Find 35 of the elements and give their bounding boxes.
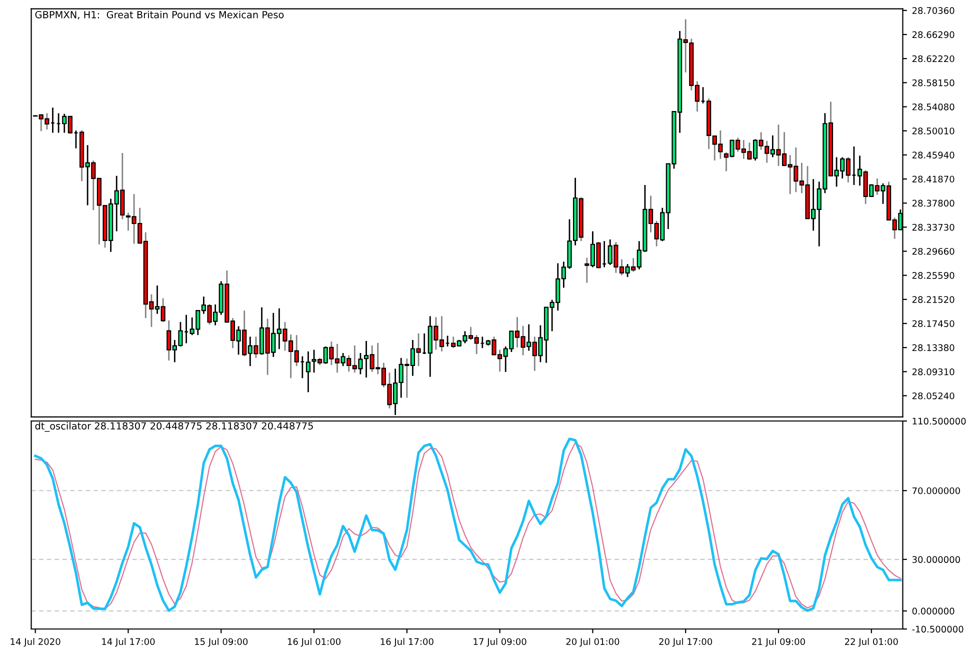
x-tick-label: 20 Jul 01:00 <box>566 638 620 647</box>
y-tick-label: 28.29660 <box>912 248 954 255</box>
y-tick-label: 28.58150 <box>912 79 954 86</box>
chart-title: GBPMXN, H1: Great Britain Pound vs Mexican Peso <box>35 10 284 20</box>
x-tick-label: 21 Jul 09:00 <box>752 638 805 647</box>
y-tick-label: 28.17450 <box>912 320 954 328</box>
y-tick-label: 28.37800 <box>912 200 954 207</box>
x-tick-label: 15 Jul 09:00 <box>195 638 248 647</box>
x-tick-label: 14 Jul 17:00 <box>102 638 155 647</box>
y-tick-label: 28.09310 <box>912 368 954 376</box>
x-tick-label: 20 Jul 17:00 <box>659 638 712 647</box>
y-tick-label: 28.41870 <box>912 176 954 183</box>
x-tick-label: 14 Jul 2020 <box>10 638 60 647</box>
y-tick-label: 28.66290 <box>912 31 954 38</box>
y-tick-label: 110.500000 <box>912 418 966 425</box>
y-tick-label: 28.25590 <box>912 272 954 279</box>
y-tick-label: 28.50010 <box>912 128 954 134</box>
y-tick-label: 28.13380 <box>912 344 954 352</box>
y-tick-label: 70.000000 <box>912 487 960 494</box>
y-tick-label: 28.05240 <box>912 392 954 400</box>
x-tick-label: 17 Jul 09:00 <box>474 638 526 647</box>
y-tick-label: 28.70360 <box>912 7 954 14</box>
x-tick-label: 16 Jul 01:00 <box>288 638 340 647</box>
x-tick-label: 22 Jul 01:00 <box>844 638 898 647</box>
y-tick-label: 28.21520 <box>912 296 954 303</box>
candlestick <box>306 350 311 393</box>
y-tick-label: 28.33730 <box>912 224 954 231</box>
y-tick-label: 28.45940 <box>912 152 954 158</box>
y-tick-label: 28.54080 <box>912 103 954 110</box>
y-tick-label: 0.000000 <box>912 608 954 615</box>
y-tick-label: -10.500000 <box>912 626 964 633</box>
y-tick-label: 30.000000 <box>912 556 960 563</box>
chart-title: dt_oscilator 28.118307 20.448775 28.118307 20.448775 <box>35 422 313 432</box>
x-tick-label: 16 Jul 17:00 <box>380 638 434 647</box>
y-tick-label: 28.62220 <box>912 55 954 62</box>
